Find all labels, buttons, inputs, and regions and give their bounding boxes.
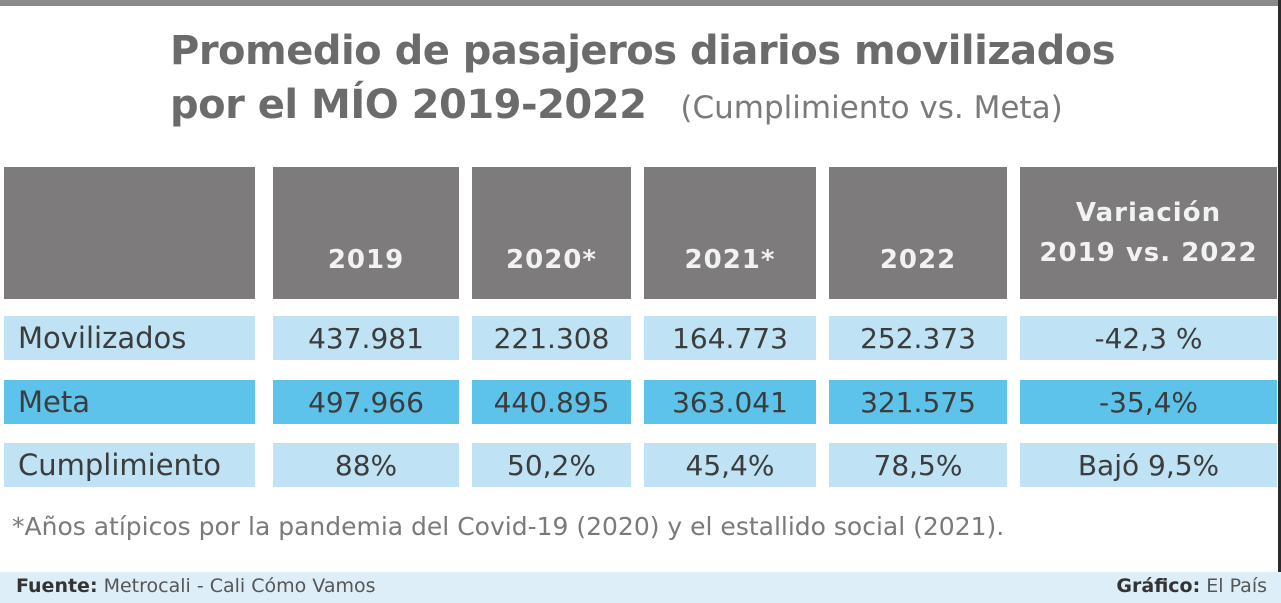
credit-text: El País [1206,575,1267,597]
header-variation-line2: 2019 vs. 2022 [1039,238,1258,268]
row-label-movilizados: Movilizados [4,316,255,360]
cell-cumplimiento-2019: 88% [273,443,459,487]
header-2020: 2020* [506,245,597,275]
cell-meta-variation: -35,4% [1020,380,1277,424]
cell-movilizados-2022: 252.373 [829,316,1007,360]
header-cell-2021: 2021* [644,167,816,299]
header-2022: 2022 [879,245,957,275]
cell-movilizados-2021: 164.773 [644,316,816,360]
header-variation-line1: Variación [1075,198,1222,228]
cell-cumplimiento-2020: 50,2% [472,443,631,487]
header-2021: 2021* [684,245,776,275]
header-cell-2020: 2020* [472,167,631,299]
header-cell-2022: 2022 [829,167,1007,299]
cell-movilizados-variation: -42,3 % [1020,316,1277,360]
header-2019: 2019 [327,245,405,275]
cell-cumplimiento-2021: 45,4% [644,443,816,487]
cell-cumplimiento-2022: 78,5% [829,443,1007,487]
cell-meta-2022: 321.575 [829,380,1007,424]
cell-cumplimiento-variation: Bajó 9,5% [1020,443,1277,487]
title-line-2: por el MÍO 2019-2022 (Cumplimiento vs. Me… [170,78,1115,135]
cell-movilizados-2019: 437.981 [273,316,459,360]
header-cell-label [4,167,255,299]
header-cell-2019: 2019 [273,167,459,299]
footnote: *Años atípicos por la pandemia del Covid… [12,512,1005,541]
credit-label: Gráfico: [1116,575,1201,597]
title-line-2-text: por el MÍO 2019-2022 [170,82,647,128]
source-text: Metrocali - Cali Cómo Vamos [103,575,376,597]
cell-movilizados-2020: 221.308 [472,316,631,360]
top-rule [0,0,1281,6]
footer-bar [0,572,1281,603]
row-label-meta: Meta [4,380,255,424]
header-cell-variation: Variación 2019 vs. 2022 [1020,167,1277,299]
cell-meta-2019: 497.966 [273,380,459,424]
chart-title: Promedio de pasajeros diarios movilizado… [170,24,1116,135]
title-line-1: Promedio de pasajeros diarios movilizado… [170,28,1116,74]
cell-meta-2021: 363.041 [644,380,816,424]
right-border [1278,0,1281,603]
source-credit: Fuente: Metrocali - Cali Cómo Vamos [16,575,376,597]
row-label-cumplimiento: Cumplimiento [4,443,255,487]
source-label: Fuente: [16,575,98,597]
chart-subtitle: (Cumplimiento vs. Meta) [680,90,1063,126]
cell-meta-2020: 440.895 [472,380,631,424]
graphic-credit: Gráfico: El País [1116,575,1267,597]
